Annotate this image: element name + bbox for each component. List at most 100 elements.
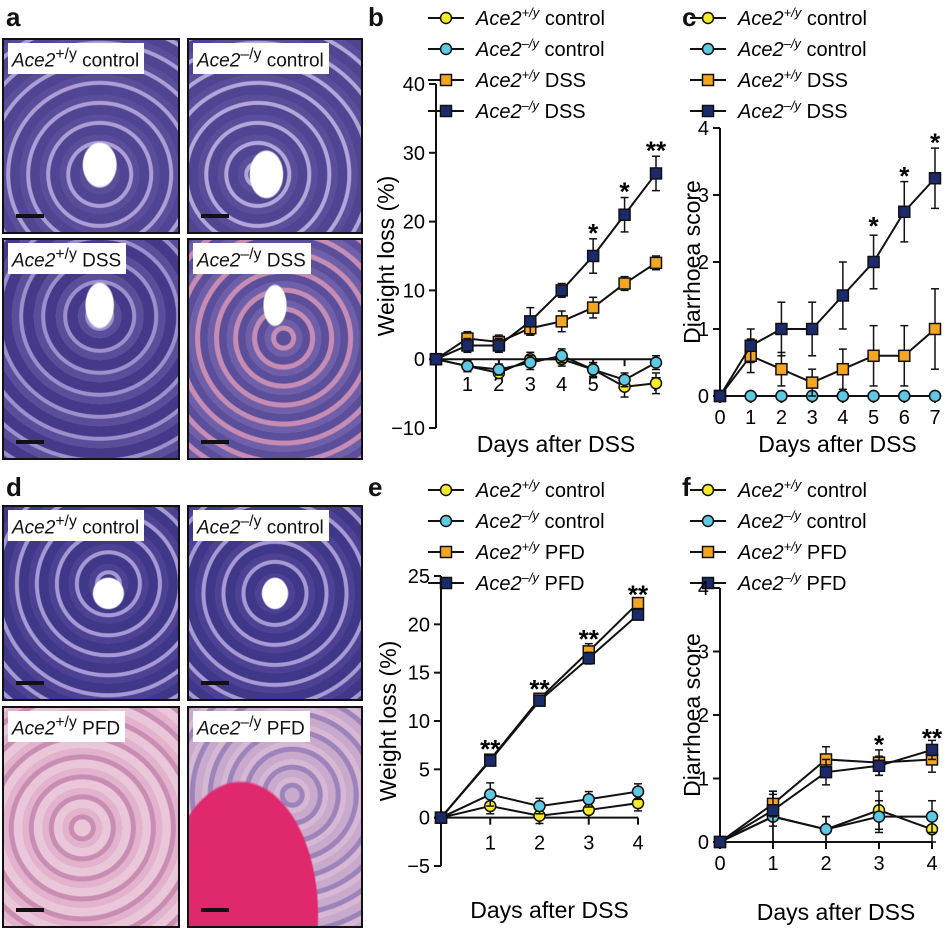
x-tick-label: 1 bbox=[745, 407, 756, 429]
data-point bbox=[533, 799, 546, 813]
data-point bbox=[649, 167, 663, 180]
data-point bbox=[586, 363, 600, 376]
histology-image: Ace2–/y PFD bbox=[187, 706, 363, 928]
significance-mark: * bbox=[930, 127, 941, 157]
x-tick-label: 2 bbox=[534, 833, 545, 855]
histology-label: Ace2+/y control bbox=[8, 510, 145, 542]
data-point bbox=[555, 284, 568, 297]
y-tick-label: 4 bbox=[698, 578, 709, 600]
x-tick-label: 5 bbox=[868, 407, 879, 429]
y-tick-label: 40 bbox=[403, 74, 425, 96]
legend-item: Ace2+/y PFD bbox=[428, 539, 585, 564]
x-axis-label: Days after DSS bbox=[757, 899, 916, 925]
histology-image: Ace2+/y control bbox=[2, 505, 180, 701]
data-point bbox=[805, 322, 819, 336]
x-tick-label: 3 bbox=[807, 407, 818, 429]
y-tick-label: 30 bbox=[403, 143, 425, 165]
histology-image: Ace2+/y PFD bbox=[2, 706, 180, 928]
histology-label: Ace2+/y control bbox=[8, 43, 145, 75]
data-point bbox=[586, 249, 600, 263]
legend-label: Ace2+/y control bbox=[475, 5, 605, 30]
legend-marker bbox=[439, 42, 453, 56]
significance-mark: ** bbox=[628, 579, 649, 609]
legend-label: Ace2–/y PFD bbox=[475, 570, 585, 595]
histology-label: Ace2–/y DSS bbox=[193, 243, 311, 275]
series-line bbox=[440, 613, 639, 819]
legend-label: Ace2+/y PFD bbox=[737, 539, 847, 564]
data-point bbox=[872, 759, 886, 773]
data-point bbox=[429, 352, 443, 366]
legend-item: Ace2+/y control bbox=[428, 5, 605, 30]
data-point bbox=[618, 208, 631, 221]
legend-label: Ace2–/y DSS bbox=[737, 98, 848, 123]
y-tick-label: 20 bbox=[403, 212, 425, 234]
histology-label: Ace2+/y PFD bbox=[8, 711, 126, 743]
data-point bbox=[713, 389, 727, 403]
legend-item: Ace2+/y DSS bbox=[428, 67, 586, 92]
data-point bbox=[586, 301, 600, 314]
legend-marker bbox=[701, 42, 715, 56]
legend-label: Ace2+/y control bbox=[475, 477, 605, 502]
data-point bbox=[925, 743, 939, 757]
x-tick-label: 3 bbox=[525, 374, 536, 396]
data-point bbox=[434, 811, 448, 824]
y-tick-label: 0 bbox=[414, 349, 425, 371]
y-axis-label: Weight loss (%) bbox=[375, 641, 401, 802]
panel-letter-a: a bbox=[6, 2, 21, 32]
legend-item: Ace2+/y control bbox=[690, 5, 867, 30]
y-tick-label: 0 bbox=[698, 832, 709, 854]
legend-item: Ace2–/y DSS bbox=[428, 98, 586, 123]
legend-item: Ace2–/y control bbox=[690, 508, 867, 533]
legend-item: Ace2+/y control bbox=[428, 477, 605, 502]
legend-label: Ace2–/y control bbox=[737, 36, 867, 61]
legend-marker bbox=[701, 514, 715, 528]
data-point bbox=[555, 315, 568, 328]
data-point bbox=[836, 362, 850, 376]
data-point bbox=[582, 793, 595, 806]
series bbox=[429, 155, 663, 366]
data-point bbox=[461, 339, 474, 352]
legend-marker bbox=[701, 73, 715, 87]
x-axis-label: Days after DSS bbox=[477, 431, 636, 457]
data-point bbox=[775, 362, 788, 376]
chart-f: Ace2+/y control Ace2–/y control Ace2+/y PF… bbox=[680, 477, 943, 925]
legend-marker bbox=[701, 576, 715, 590]
y-tick-label: 1 bbox=[698, 319, 709, 341]
legend-item: Ace2+/y DSS bbox=[690, 67, 848, 92]
legend-label: Ace2+/y DSS bbox=[737, 67, 848, 92]
x-tick-label: 4 bbox=[837, 407, 848, 429]
legend-label: Ace2+/y control bbox=[737, 5, 867, 30]
data-point bbox=[631, 785, 645, 798]
legend-label: Ace2+/y DSS bbox=[475, 67, 586, 92]
y-axis-label: Diarrhoea score bbox=[680, 180, 705, 344]
series bbox=[713, 147, 942, 403]
data-point bbox=[898, 205, 911, 218]
legend-marker bbox=[439, 104, 453, 118]
legend-marker bbox=[439, 73, 453, 87]
data-point bbox=[484, 788, 497, 801]
data-point bbox=[928, 172, 942, 185]
data-point bbox=[925, 810, 939, 823]
data-point bbox=[744, 339, 757, 352]
x-tick-label: 4 bbox=[556, 374, 567, 396]
significance-mark: ** bbox=[529, 674, 550, 704]
data-point bbox=[744, 389, 757, 403]
scale-bar bbox=[201, 681, 229, 685]
histology-image: Ace2–/y control bbox=[187, 38, 363, 234]
legend-item: Ace2+/y PFD bbox=[690, 539, 847, 564]
y-tick-label: 4 bbox=[698, 118, 709, 140]
data-point bbox=[524, 356, 537, 369]
data-point bbox=[867, 255, 880, 269]
significance-mark: * bbox=[588, 218, 599, 248]
scale-bar bbox=[16, 908, 44, 912]
panel-letter-b: b bbox=[368, 2, 384, 32]
x-tick-label: 0 bbox=[714, 407, 725, 429]
series bbox=[713, 739, 939, 849]
legend-label: Ace2+/y PFD bbox=[475, 539, 585, 564]
scale-bar bbox=[201, 214, 229, 218]
y-tick-label: 0 bbox=[698, 386, 709, 408]
histology-image: Ace2+/y DSS bbox=[2, 238, 180, 460]
y-tick-label: −5 bbox=[407, 856, 430, 878]
y-tick-label: −10 bbox=[391, 418, 425, 440]
legend-item: Ace2–/y control bbox=[428, 508, 605, 533]
